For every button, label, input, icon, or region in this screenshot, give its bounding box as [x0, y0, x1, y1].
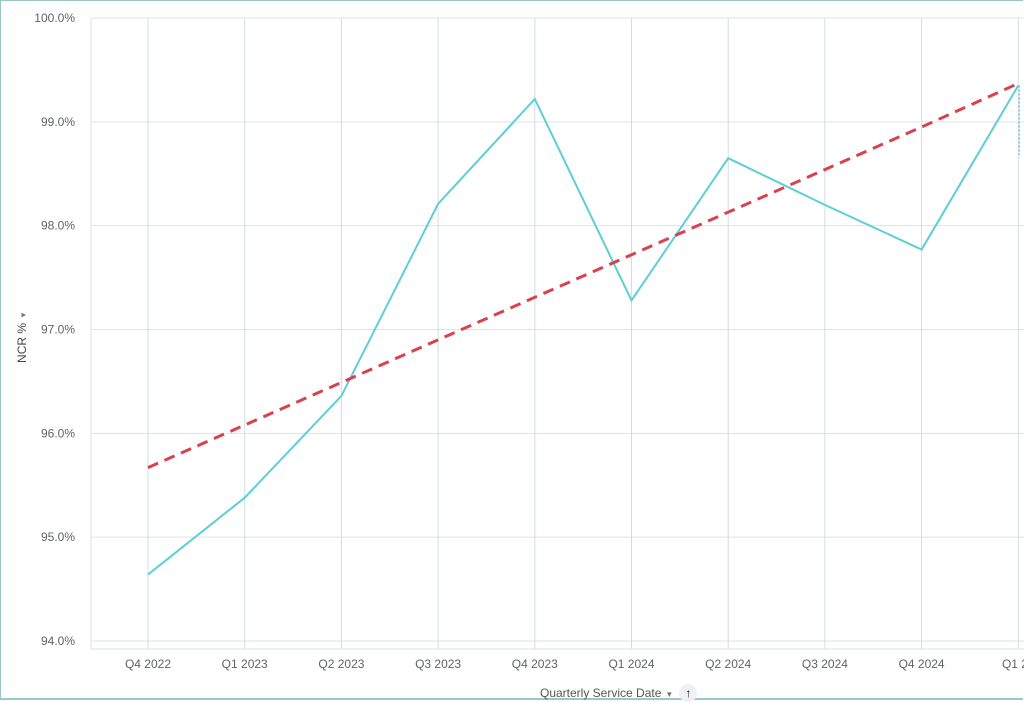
x-tick-label: Q1 20 — [1002, 657, 1024, 671]
y-axis-title[interactable]: NCR % ▼ — [15, 297, 29, 377]
y-axis-title-text: NCR % — [15, 322, 29, 363]
ncr-series-line — [147, 84, 1020, 576]
y-tick-label: 98.0% — [41, 219, 75, 233]
x-tick-label: Q4 2024 — [899, 657, 945, 671]
x-tick-label: Q4 2023 — [512, 657, 558, 671]
x-tick-label: Q2 2024 — [705, 657, 751, 671]
x-tick-label: Q3 2024 — [802, 657, 848, 671]
x-tick-label: Q1 2023 — [222, 657, 268, 671]
x-axis-title-text: Quarterly Service Date — [540, 686, 662, 700]
x-axis-title[interactable]: Quarterly Service Date ▼ ↑ — [540, 684, 698, 702]
trendline-series — [147, 82, 1019, 469]
y-tick-label: 94.0% — [41, 634, 75, 648]
arrow-up-icon[interactable]: ↑ — [679, 684, 698, 702]
x-tick-label: Q3 2023 — [415, 657, 461, 671]
x-tick-label: Q1 2024 — [608, 657, 654, 671]
chevron-down-icon[interactable]: ▼ — [665, 690, 674, 699]
y-tick-label: 96.0% — [41, 426, 75, 440]
x-tick-label: Q4 2022 — [125, 657, 171, 671]
y-tick-label: 100.0% — [34, 11, 75, 25]
y-tick-label: 95.0% — [41, 530, 75, 544]
y-tick-label: 97.0% — [41, 323, 75, 337]
x-tick-label: Q2 2023 — [318, 657, 364, 671]
y-tick-label: 99.0% — [41, 115, 75, 129]
chevron-down-icon[interactable]: ▼ — [19, 311, 28, 319]
